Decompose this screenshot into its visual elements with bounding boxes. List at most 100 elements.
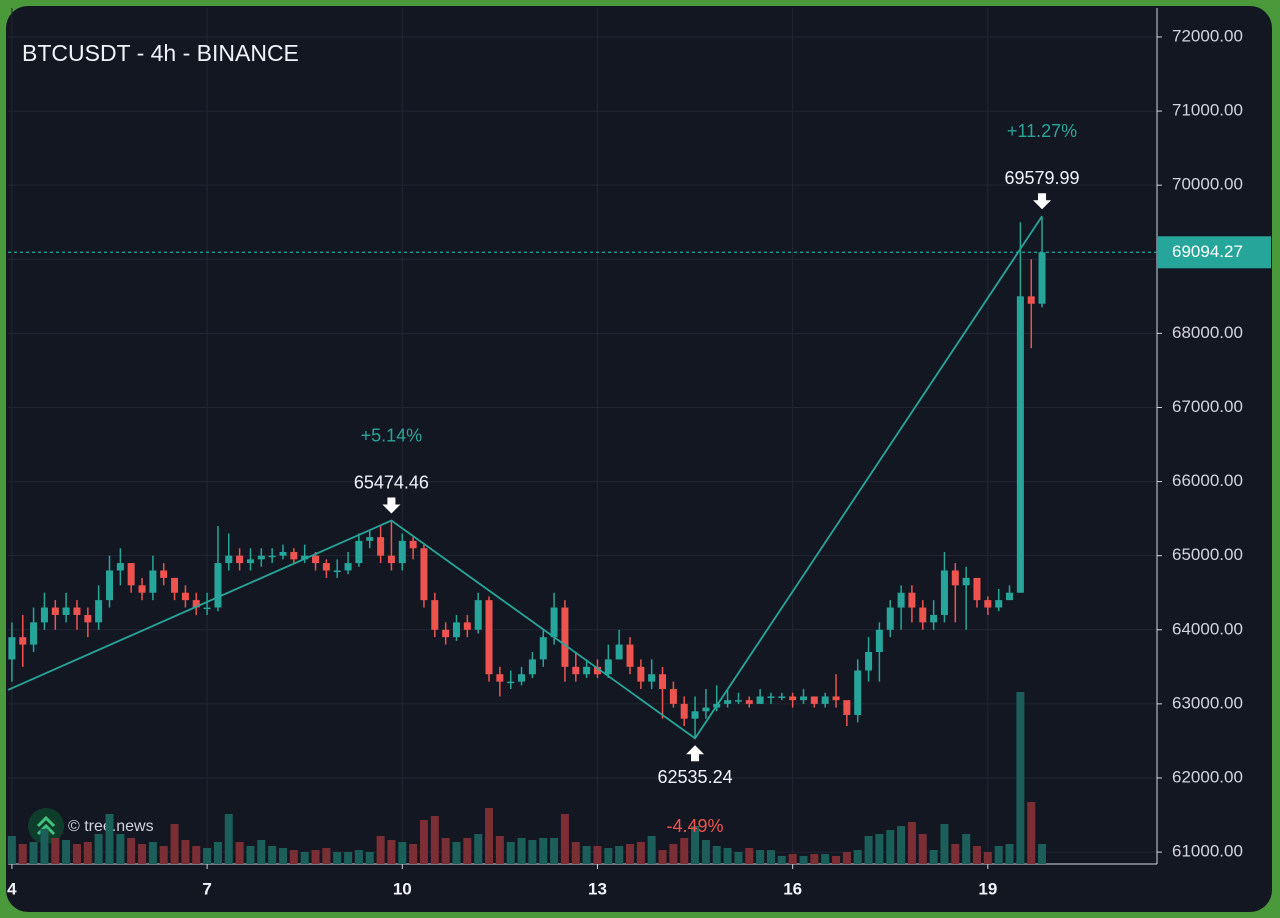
volume-bar bbox=[1027, 802, 1036, 864]
volume-bar bbox=[354, 850, 363, 864]
candle-body bbox=[507, 681, 515, 684]
chart-title: BTCUSDT - 4h - BINANCE bbox=[22, 40, 299, 66]
volume-bar bbox=[138, 844, 147, 864]
candle-body bbox=[225, 555, 233, 564]
volume-bar bbox=[582, 846, 591, 864]
candle-body bbox=[789, 696, 797, 701]
pivot-arrow bbox=[382, 497, 401, 514]
volume-bar bbox=[897, 826, 906, 864]
volume-bar bbox=[560, 814, 569, 864]
candle-body bbox=[637, 666, 645, 682]
candle-body bbox=[1027, 296, 1035, 304]
candle-body bbox=[138, 585, 146, 593]
y-tick-label: 70000.00 bbox=[1172, 175, 1243, 194]
grid bbox=[8, 8, 1157, 864]
volume-bar bbox=[495, 836, 504, 864]
volume-bar bbox=[842, 852, 851, 864]
candle-body bbox=[615, 644, 623, 660]
volume-bar bbox=[864, 836, 873, 864]
y-tick-label: 63000.00 bbox=[1172, 693, 1243, 712]
volume-bar bbox=[669, 844, 678, 864]
candle-body bbox=[702, 707, 710, 712]
candle-body bbox=[572, 666, 580, 675]
candle-body bbox=[19, 637, 27, 645]
volume-bar bbox=[788, 854, 797, 864]
pivot-price-label: 65474.46 bbox=[354, 472, 429, 492]
volume-bar bbox=[311, 850, 320, 864]
volume-bar bbox=[550, 838, 559, 864]
candle-body bbox=[832, 696, 840, 701]
candle-body bbox=[583, 666, 591, 675]
candle-body bbox=[669, 689, 677, 704]
volume-bar bbox=[907, 822, 916, 864]
candle-body bbox=[171, 577, 179, 593]
candle-body bbox=[897, 592, 905, 608]
volume-bar bbox=[409, 844, 418, 864]
candle-body bbox=[626, 644, 634, 667]
candle-body bbox=[312, 555, 320, 564]
candle-body bbox=[756, 696, 764, 704]
candle-body bbox=[561, 607, 569, 667]
candle-body bbox=[962, 577, 970, 586]
x-tick-label: 4 bbox=[7, 879, 17, 898]
y-tick-label: 67000.00 bbox=[1172, 397, 1243, 416]
candle-body bbox=[951, 570, 959, 586]
volume-bar bbox=[344, 852, 353, 864]
volume-bar bbox=[235, 842, 244, 864]
candle-body bbox=[875, 629, 883, 653]
volume-bar bbox=[387, 840, 396, 864]
volume-bar bbox=[832, 856, 841, 864]
volume-bar bbox=[474, 834, 483, 864]
candle-body bbox=[366, 537, 374, 541]
candle-body bbox=[919, 607, 927, 623]
candle-body bbox=[355, 540, 363, 564]
candle-body bbox=[214, 563, 222, 608]
candle-body bbox=[800, 696, 808, 701]
volume-bar bbox=[712, 846, 721, 864]
volume-bar bbox=[300, 852, 309, 864]
volume-bar bbox=[192, 846, 201, 864]
candle-body bbox=[518, 674, 526, 682]
volume-bar bbox=[485, 808, 494, 864]
volume-bar bbox=[51, 838, 60, 864]
pivot-arrow bbox=[686, 745, 705, 762]
pivot-arrow bbox=[1033, 193, 1052, 210]
candle-body bbox=[127, 563, 135, 586]
y-tick-label: 64000.00 bbox=[1172, 619, 1243, 638]
y-tick-label: 65000.00 bbox=[1172, 545, 1243, 564]
candle-body bbox=[442, 629, 450, 638]
candle-body bbox=[821, 696, 829, 704]
candle-body bbox=[745, 700, 753, 704]
y-tick-label: 62000.00 bbox=[1172, 767, 1243, 786]
volume-bar bbox=[593, 846, 602, 864]
x-tick-label: 16 bbox=[783, 879, 802, 898]
volume-bar bbox=[962, 834, 971, 864]
x-tick-label: 19 bbox=[978, 879, 997, 898]
candle-body bbox=[539, 637, 547, 660]
y-tick-label: 61000.00 bbox=[1172, 842, 1243, 861]
candle-body bbox=[149, 570, 157, 593]
volume-bar bbox=[918, 834, 927, 864]
volume-bar bbox=[181, 840, 190, 864]
candle-body bbox=[236, 555, 244, 564]
volume-bar bbox=[777, 856, 786, 864]
volume-bar bbox=[148, 842, 157, 864]
volume-bar bbox=[213, 842, 222, 864]
volume-bar bbox=[18, 844, 27, 864]
volume-bar bbox=[886, 830, 895, 864]
candle-body bbox=[604, 659, 612, 675]
candle-body bbox=[843, 700, 851, 715]
volume-bar bbox=[83, 842, 92, 864]
candle-body bbox=[301, 555, 309, 560]
y-tick-label: 66000.00 bbox=[1172, 471, 1243, 490]
candle-body bbox=[116, 563, 124, 571]
candle-body bbox=[930, 614, 938, 623]
volume-bar bbox=[289, 850, 298, 864]
volume-bar bbox=[875, 834, 884, 864]
candle-body bbox=[778, 696, 786, 698]
candle-body bbox=[940, 570, 948, 615]
volume-bar bbox=[983, 852, 992, 864]
volume-bar bbox=[853, 850, 862, 864]
volume-bar bbox=[625, 844, 634, 864]
volume-bar bbox=[723, 848, 732, 864]
